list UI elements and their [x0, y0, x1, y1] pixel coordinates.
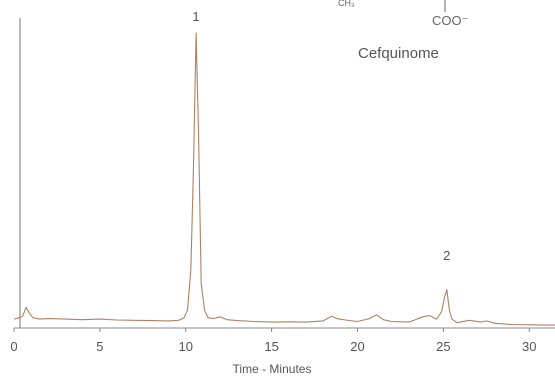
x-tick-label: 15: [264, 339, 278, 354]
x-tick-label: 25: [436, 339, 450, 354]
structure-fragment-coo: COO⁻: [432, 13, 468, 28]
structure-fragment-ch3: CH₃: [338, 0, 355, 8]
peak-label-1: 1: [192, 9, 199, 24]
x-ticks: 0 5 10 15 20 25 30: [10, 328, 536, 354]
x-tick-label: 0: [10, 339, 17, 354]
peak-annotations: 12: [192, 9, 450, 263]
x-tick-label: 10: [179, 339, 193, 354]
x-tick-label: 5: [96, 339, 103, 354]
x-tick-label: 30: [522, 339, 536, 354]
compound-label: Cefquinome: [358, 45, 439, 62]
x-axis-title: Time - Minutes: [233, 362, 312, 376]
x-tick-label: 20: [350, 339, 364, 354]
series-line-0: [13, 32, 555, 326]
peak-label-2: 2: [443, 248, 450, 263]
plot-area: [13, 32, 555, 326]
